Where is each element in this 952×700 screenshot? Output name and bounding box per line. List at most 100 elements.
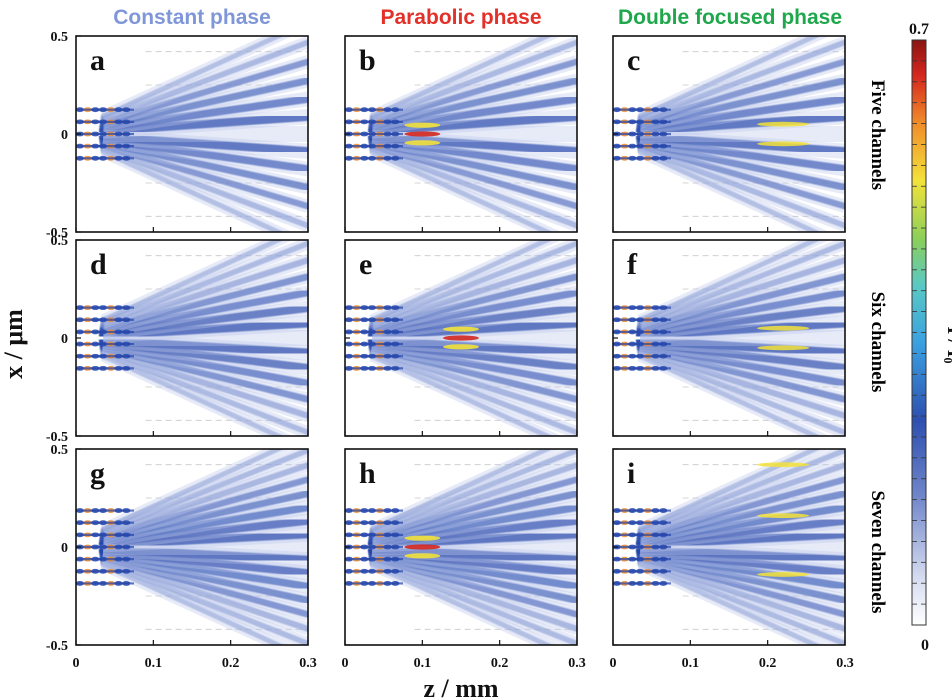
diffraction-beam-halo: [371, 526, 577, 553]
diffraction-beam: [636, 273, 845, 332]
row-label-five: Five channels: [867, 80, 888, 190]
diffraction-beam-halo: [101, 73, 308, 133]
diffraction-beam-halo: [638, 135, 845, 195]
diffraction-beam-halo: [639, 335, 845, 376]
diffraction-beam-halo: [100, 350, 293, 436]
diffraction-beam-halo: [371, 335, 577, 376]
panel-letter-h: h: [359, 457, 376, 490]
diffraction-beam: [100, 449, 285, 532]
diffraction-beam: [99, 288, 308, 335]
diffraction-beam: [635, 132, 845, 156]
colorbar-ticks: [912, 60, 926, 605]
panel-d: d: [75, 239, 309, 437]
diffraction-beam-halo: [102, 513, 308, 551]
diffraction-beam: [369, 562, 554, 645]
diffraction-beam-halo: [638, 73, 845, 133]
intensity-map: [76, 449, 308, 645]
focus-spot: [757, 345, 810, 351]
diffraction-beam-halo: [101, 344, 308, 423]
diffraction-beam-halo: [100, 142, 308, 232]
diffraction-beam-halo: [370, 341, 577, 407]
diffraction-beam-halo: [638, 548, 845, 608]
diffraction-beam-halo: [102, 132, 308, 177]
diffraction-beam: [98, 112, 308, 136]
diffraction-beam-halo: [102, 300, 308, 341]
intensity-map: [345, 449, 577, 645]
diffraction-beam: [369, 353, 554, 436]
diffraction-beam-halo: [370, 472, 577, 543]
panel-letter-g: g: [90, 457, 105, 490]
diffraction-beam: [637, 449, 822, 532]
diffraction-beam: [636, 516, 845, 547]
panel-a: a: [75, 35, 309, 233]
diffraction-beam-halo: [637, 556, 845, 645]
x-tick-label: 0: [610, 656, 617, 671]
diffraction-beam: [368, 77, 577, 129]
diffraction-beam: [637, 559, 845, 645]
y-tick-label: 0.5: [51, 443, 69, 458]
diffraction-beam: [636, 341, 845, 388]
diffraction-beam: [99, 257, 308, 329]
focus-spot: [404, 122, 441, 128]
diffraction-beam: [368, 549, 577, 591]
panel-e: e: [344, 239, 578, 437]
diffraction-beam: [99, 490, 308, 542]
panel-b: b: [344, 35, 578, 233]
diffraction-beam-halo: [639, 315, 845, 344]
colorbar-max-label: 0.7: [909, 21, 929, 38]
diffraction-beam: [100, 36, 285, 119]
diffraction-beam: [636, 304, 845, 337]
diffraction-beam-halo: [369, 36, 577, 126]
diffraction-beam-halo: [369, 559, 562, 645]
diffraction-beam-halo: [369, 449, 577, 538]
diffraction-beam-halo: [101, 285, 308, 338]
panel-h: h: [344, 448, 578, 646]
column-title-constant: Constant phase: [113, 6, 271, 29]
diffraction-beam-halo: [637, 449, 830, 535]
diffraction-beam: [637, 39, 845, 123]
diffraction-beam-halo: [638, 344, 845, 423]
diffraction-beam: [636, 339, 845, 372]
diffraction-beam: [369, 449, 554, 532]
diffraction-beam: [636, 490, 845, 542]
diffraction-beam: [368, 139, 577, 191]
diffraction-beam-halo: [102, 526, 308, 553]
diffraction-beam: [637, 353, 822, 436]
diffraction-beam-halo: [370, 139, 577, 213]
diffraction-beam-halo: [100, 449, 308, 538]
diffraction-beam: [368, 304, 577, 337]
diffraction-beam: [369, 145, 577, 229]
y-tick-label: 0: [61, 332, 68, 347]
diffraction-beam-halo: [102, 91, 308, 136]
diffraction-beam: [99, 503, 308, 545]
diffraction-beam-halo: [369, 142, 577, 232]
panel-g: g: [75, 448, 309, 646]
diffraction-beam-halo: [370, 55, 577, 129]
x-tick-label: 0.2: [491, 656, 509, 671]
diffraction-beam-halo: [101, 269, 308, 335]
diffraction-beam: [369, 149, 554, 232]
diffraction-beam-halo: [100, 240, 293, 326]
diffraction-beam-halo: [638, 458, 845, 540]
diffraction-beam-halo: [637, 347, 845, 436]
diffraction-beam-halo: [638, 139, 845, 213]
diffraction-beam-halo: [101, 341, 308, 407]
diffraction-beam: [368, 347, 577, 419]
diffraction-beam: [636, 552, 845, 604]
focus-spot: [757, 513, 810, 519]
diffraction-beam-halo: [102, 335, 308, 376]
diffraction-beam: [99, 58, 308, 126]
x-tick-label: 0.1: [414, 656, 432, 671]
diffraction-beam: [367, 529, 577, 550]
focus-spot: [757, 572, 810, 577]
diffraction-beam-halo: [369, 240, 577, 329]
diffraction-beam-halo: [101, 458, 308, 540]
diffraction-beam-halo: [639, 332, 845, 361]
diffraction-beam-halo: [637, 36, 845, 126]
diffraction-beam-halo: [638, 500, 845, 548]
diffraction-beam-halo: [369, 350, 562, 436]
diffraction-beam-halo: [371, 132, 577, 177]
diffraction-beam: [637, 240, 845, 326]
diffraction-beam-halo: [637, 142, 845, 232]
